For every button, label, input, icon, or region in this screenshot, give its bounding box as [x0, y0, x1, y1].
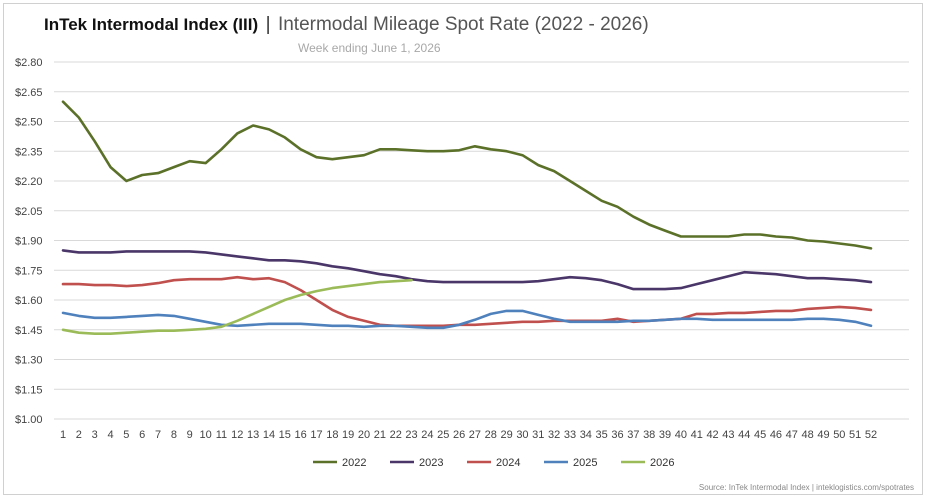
x-tick-label: 7 [155, 429, 161, 441]
chart-frame [3, 3, 923, 495]
y-tick-label: $2.65 [15, 87, 43, 99]
x-tick-label: 31 [532, 429, 544, 441]
x-tick-label: 45 [754, 429, 766, 441]
x-tick-label: 39 [659, 429, 671, 441]
x-tick-label: 4 [107, 429, 113, 441]
series-line-2026 [61, 278, 413, 336]
x-tick-label: 16 [295, 429, 307, 441]
y-tick-label: $1.30 [15, 355, 43, 367]
y-tick-label: $1.75 [15, 265, 43, 277]
x-tick-label: 14 [263, 429, 275, 441]
x-tick-label: 27 [469, 429, 481, 441]
x-tick-label: 41 [691, 429, 703, 441]
x-tick-label: 51 [849, 429, 861, 441]
x-tick-label: 8 [171, 429, 177, 441]
x-tick-label: 34 [580, 429, 592, 441]
x-tick-label: 2 [76, 429, 82, 441]
y-tick-label: $2.20 [15, 176, 43, 188]
x-tick-label: 43 [722, 429, 734, 441]
title-separator: | [265, 14, 271, 35]
x-tick-label: 44 [738, 429, 750, 441]
x-tick-label: 26 [453, 429, 465, 441]
series-line-2022 [61, 100, 873, 250]
y-tick-label: $1.45 [15, 325, 43, 337]
x-tick-label: 6 [139, 429, 145, 441]
x-tick-label: 18 [326, 429, 338, 441]
x-tick-label: 28 [485, 429, 497, 441]
y-tick-label: $2.50 [15, 117, 43, 129]
series-line-2025 [61, 309, 873, 330]
legend-label-2022: 2022 [342, 457, 366, 469]
title-main: InTek Intermodal Index (III) [44, 15, 259, 34]
y-tick-label: $2.80 [15, 57, 43, 69]
x-tick-label: 46 [770, 429, 782, 441]
x-tick-label: 10 [199, 429, 211, 441]
y-tick-label: $2.05 [15, 206, 43, 218]
legend-label-2026: 2026 [650, 457, 674, 469]
x-tick-label: 22 [390, 429, 402, 441]
week-ending-label: Week ending June 1, 2026 [298, 41, 441, 55]
x-tick-label: 47 [786, 429, 798, 441]
x-tick-label: 29 [500, 429, 512, 441]
y-tick-label: $1.15 [15, 384, 43, 396]
x-tick-label: 30 [516, 429, 528, 441]
x-tick-label: 17 [310, 429, 322, 441]
x-tick-label: 12 [231, 429, 243, 441]
x-tick-label: 3 [92, 429, 98, 441]
chart-title: InTek Intermodal Index (III) | Intermoda… [44, 14, 649, 36]
x-tick-label: 49 [817, 429, 829, 441]
x-tick-label: 40 [675, 429, 687, 441]
x-tick-label: 24 [421, 429, 433, 441]
x-tick-label: 13 [247, 429, 259, 441]
x-tick-label: 36 [611, 429, 623, 441]
x-tick-label: 1 [60, 429, 66, 441]
x-tick-label: 32 [548, 429, 560, 441]
x-tick-label: 21 [374, 429, 386, 441]
y-tick-label: $1.60 [15, 295, 43, 307]
x-tick-label: 38 [643, 429, 655, 441]
x-tick-label: 52 [865, 429, 877, 441]
title-subtitle: Intermodal Mileage Spot Rate (2022 - 202… [277, 14, 649, 35]
legend-label-2024: 2024 [496, 457, 520, 469]
x-tick-label: 11 [216, 429, 227, 441]
x-tick-label: 9 [187, 429, 193, 441]
x-tick-label: 33 [564, 429, 576, 441]
x-tick-label: 15 [279, 429, 291, 441]
series-line-2023 [61, 249, 873, 291]
y-tick-label: $2.35 [15, 146, 43, 158]
x-tick-label: 50 [833, 429, 845, 441]
x-tick-label: 42 [706, 429, 718, 441]
y-tick-label: $1.90 [15, 236, 43, 248]
legend-label-2023: 2023 [419, 457, 443, 469]
x-tick-label: 23 [405, 429, 417, 441]
x-tick-label: 37 [627, 429, 639, 441]
x-tick-label: 5 [123, 429, 129, 441]
x-tick-label: 19 [342, 429, 354, 441]
x-tick-label: 35 [596, 429, 608, 441]
x-tick-label: 20 [358, 429, 370, 441]
series-line-2024 [61, 275, 873, 328]
legend-label-2025: 2025 [573, 457, 597, 469]
x-tick-label: 48 [802, 429, 814, 441]
source-note: Source: InTek Intermodal Index | inteklo… [698, 483, 914, 492]
x-tick-label: 25 [437, 429, 449, 441]
y-tick-label: $1.00 [15, 414, 43, 426]
